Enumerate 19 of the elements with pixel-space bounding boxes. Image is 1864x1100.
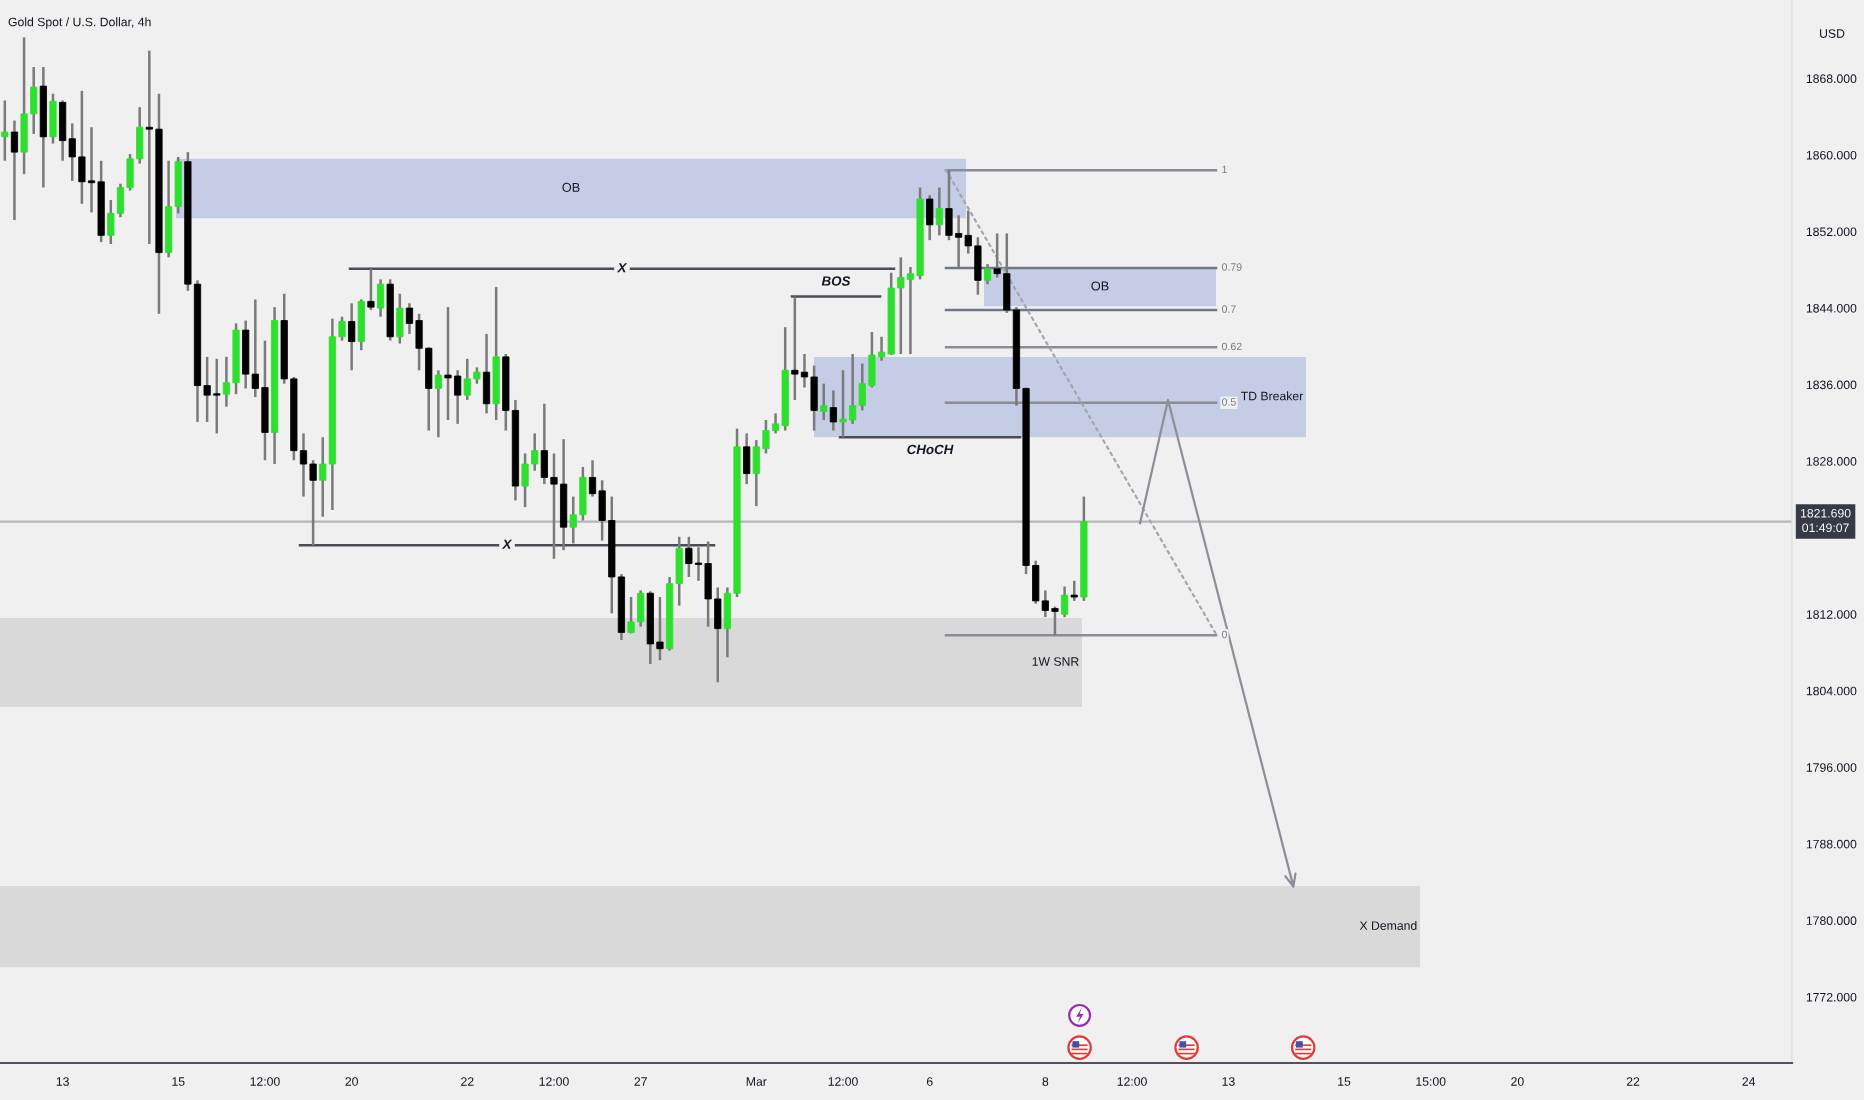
candlestick <box>376 278 385 318</box>
candlestick <box>1 99 9 162</box>
candlestick <box>348 302 356 372</box>
candlestick <box>357 298 365 352</box>
candlestick <box>1061 585 1069 619</box>
candlestick <box>1070 579 1078 603</box>
candlestick <box>492 285 500 422</box>
candlestick <box>396 292 404 345</box>
candlestick <box>935 186 943 237</box>
candlestick <box>49 92 57 145</box>
candlestick <box>983 262 992 286</box>
candlestick <box>482 332 491 415</box>
candlestick <box>367 267 375 312</box>
candlestick <box>820 382 828 422</box>
candlestick <box>829 389 837 432</box>
candlestick <box>10 119 19 222</box>
candlestick <box>926 193 934 242</box>
candlestick <box>434 369 442 439</box>
candlestick <box>743 432 751 486</box>
